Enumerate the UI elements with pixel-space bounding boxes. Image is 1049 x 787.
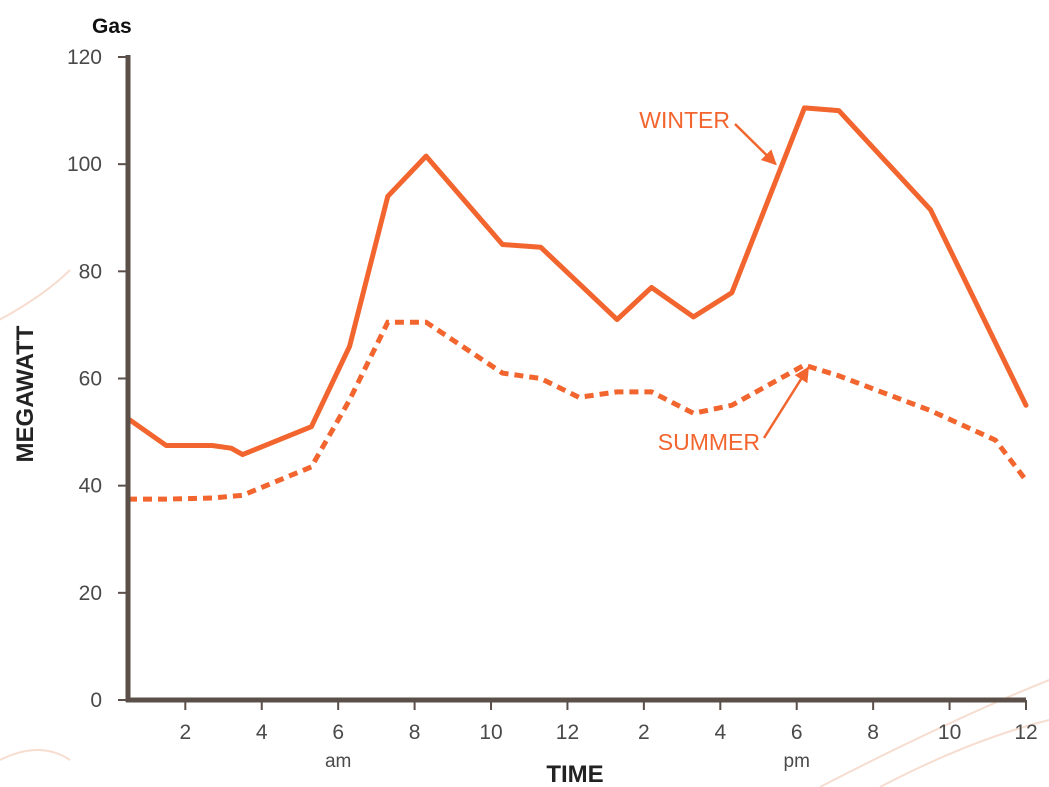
y-tick-label: 100 xyxy=(67,153,102,176)
annotation-arrow-winter xyxy=(734,123,777,166)
period-label-pm: pm xyxy=(784,751,810,772)
y-tick-label: 40 xyxy=(79,475,102,498)
series-line-winter xyxy=(125,105,1029,458)
period-label-am: am xyxy=(325,751,351,772)
x-tick-label: 6 xyxy=(791,721,803,744)
x-tick-label: 2 xyxy=(179,721,191,744)
x-tick-label: 8 xyxy=(409,721,421,744)
labels: 0 20 40 60 80 100 120 2 4 6 8 10 12 2 4 6 8 10 12 am pm Gas TI… xyxy=(12,15,1038,787)
decor-arc-right-2 xyxy=(879,719,1049,787)
decor-arc-left-lower xyxy=(0,749,71,761)
axes xyxy=(118,55,1027,710)
background-decor xyxy=(0,269,1049,787)
x-tick-label: 2 xyxy=(638,721,650,744)
y-tick-label: 0 xyxy=(90,689,102,712)
annotation-label-summer: SUMMER xyxy=(658,429,760,455)
decor-arc-right xyxy=(819,679,1049,787)
x-tick-label: 4 xyxy=(256,721,268,744)
x-tick-label: 4 xyxy=(714,721,726,744)
y-tick-label: 80 xyxy=(79,260,102,283)
x-tick-label: 12 xyxy=(556,721,579,744)
x-tick-label: 12 xyxy=(1014,721,1037,744)
x-axis-title: TIME xyxy=(546,761,603,787)
annotation-arrow-summer xyxy=(762,366,810,439)
plot-area xyxy=(125,105,1029,502)
decor-arc-left xyxy=(0,269,71,321)
annotation-label-winter: WINTER xyxy=(639,107,730,133)
series-line-summer xyxy=(128,319,1028,502)
y-axis-title: MEGAWATT xyxy=(12,325,39,462)
x-tick-label: 6 xyxy=(332,721,344,744)
y-tick-label: 60 xyxy=(79,368,102,391)
chart-title: Gas xyxy=(92,15,132,38)
x-tick-label: 10 xyxy=(479,721,502,744)
x-tick-label: 8 xyxy=(867,721,879,744)
x-tick-label: 10 xyxy=(938,721,961,744)
y-tick-label: 20 xyxy=(79,582,102,605)
y-tick-label: 120 xyxy=(67,46,102,69)
